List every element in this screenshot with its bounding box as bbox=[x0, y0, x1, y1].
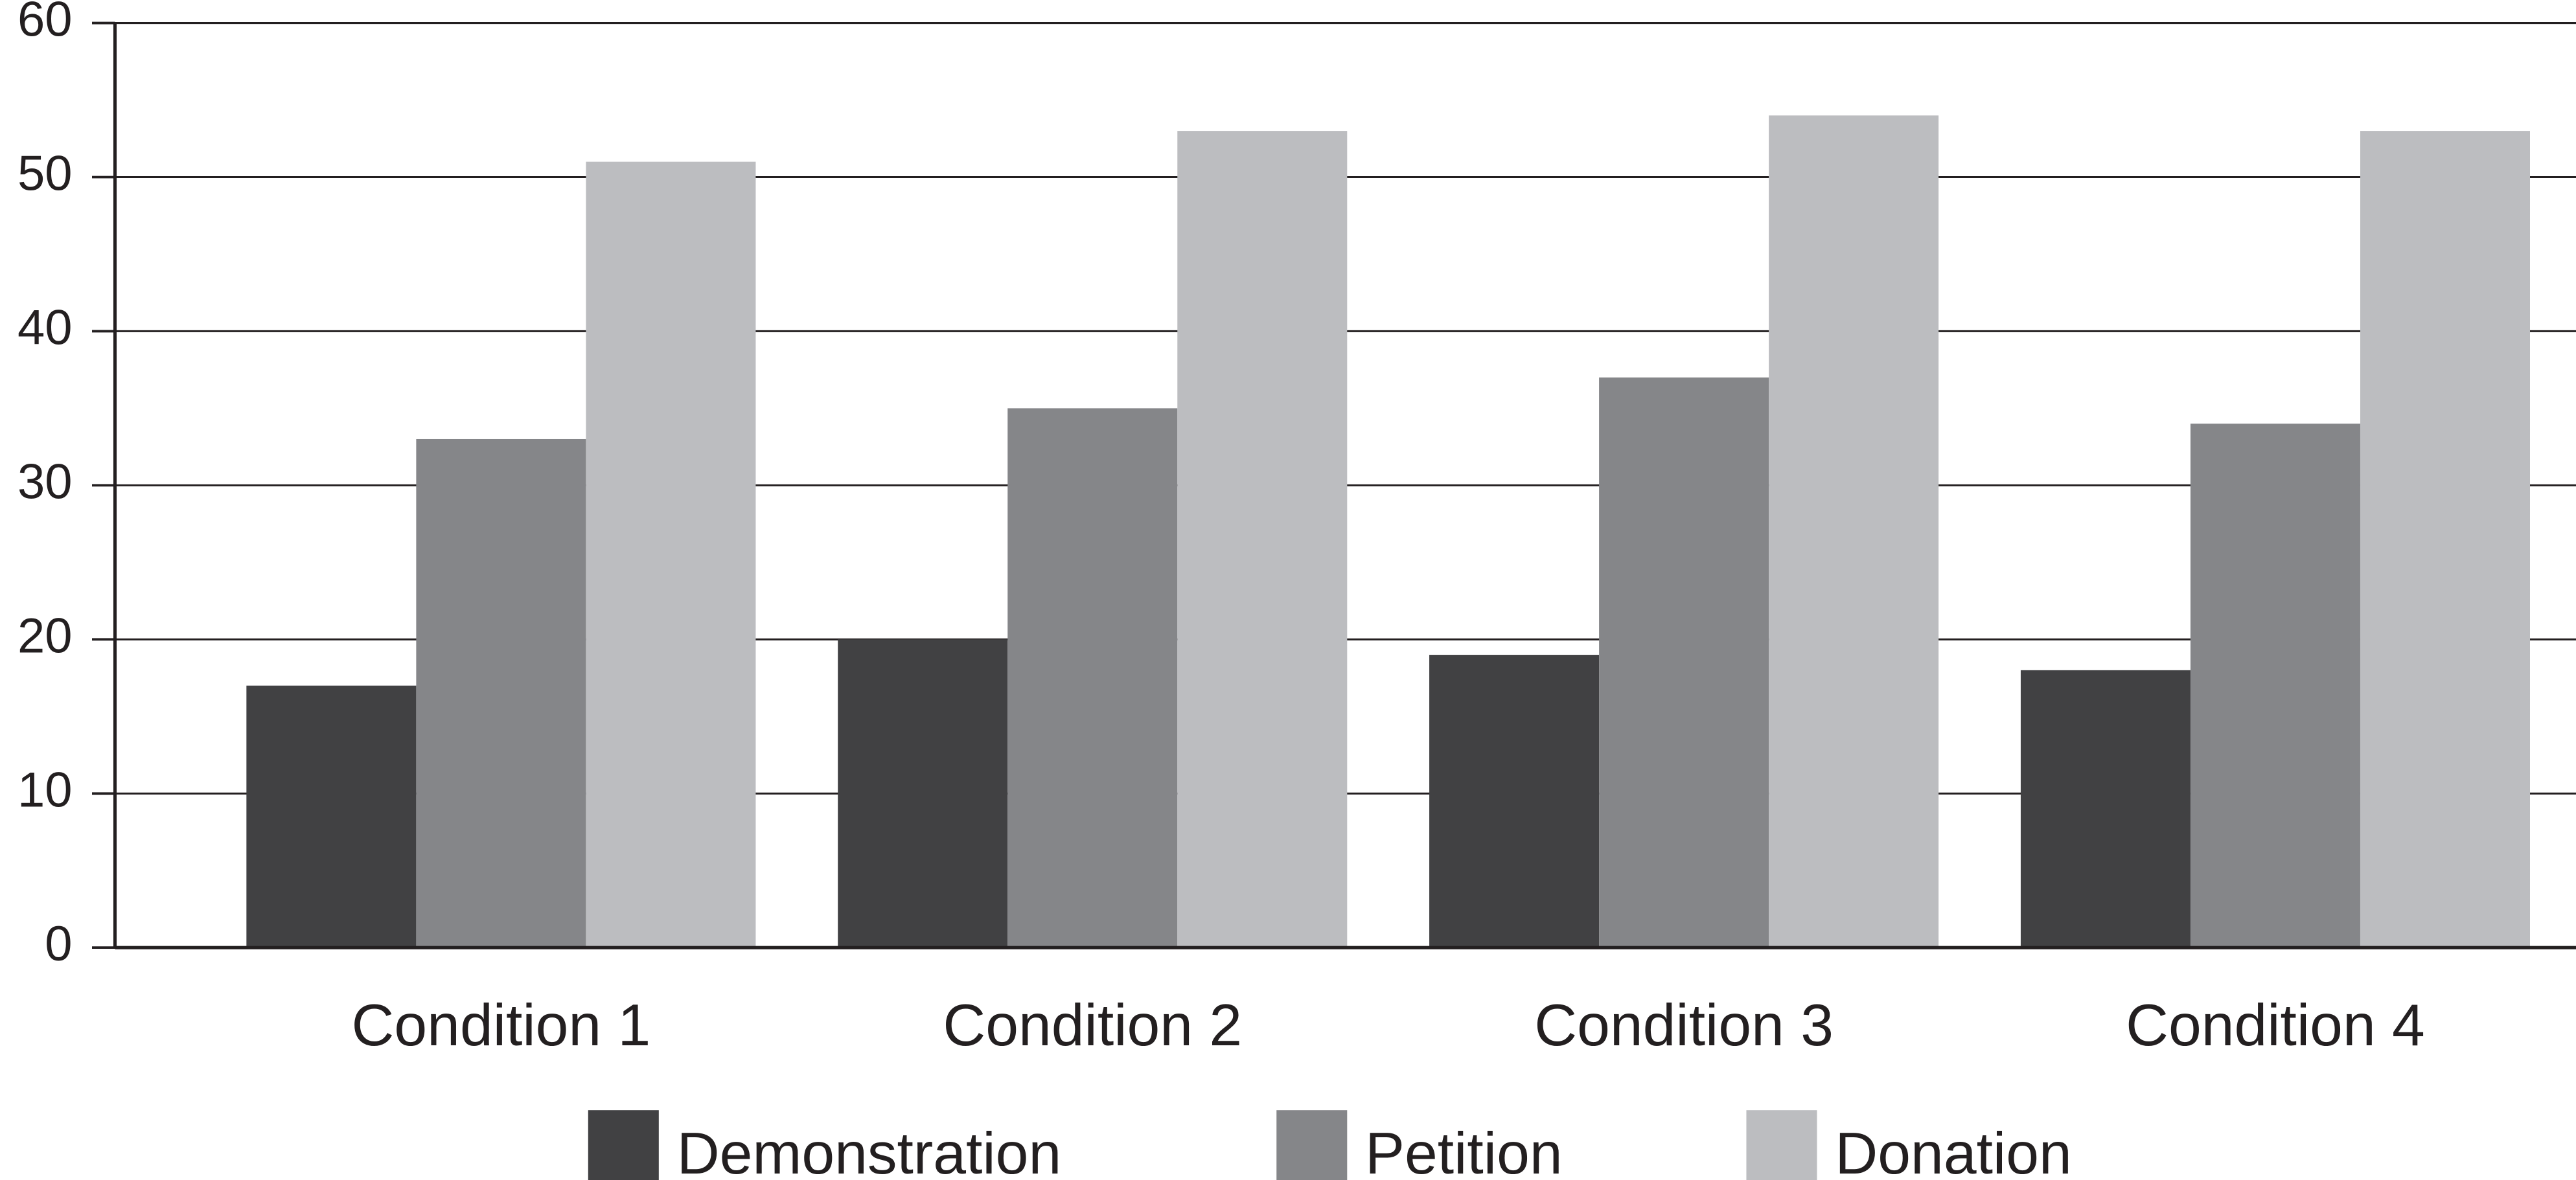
legend-swatch bbox=[588, 1110, 659, 1180]
bar bbox=[838, 639, 1008, 948]
x-tick-label: Condition 4 bbox=[2126, 992, 2425, 1058]
bar bbox=[2360, 131, 2530, 948]
y-tick-label: 30 bbox=[17, 454, 73, 509]
y-tick-label: 40 bbox=[17, 301, 73, 356]
bar bbox=[1429, 655, 1600, 948]
y-tick-label: 50 bbox=[17, 146, 73, 201]
bar bbox=[586, 161, 756, 948]
bar bbox=[2020, 670, 2191, 948]
legend-label: Petition bbox=[1365, 1120, 1562, 1180]
bar bbox=[246, 685, 417, 948]
legend-label: Donation bbox=[1835, 1120, 2071, 1180]
bar bbox=[2190, 424, 2360, 948]
x-tick-label: Condition 3 bbox=[1534, 992, 1834, 1058]
bar bbox=[1007, 408, 1178, 948]
bar bbox=[1177, 131, 1348, 948]
x-tick-label: Condition 2 bbox=[943, 992, 1242, 1058]
y-tick-label: 10 bbox=[17, 762, 73, 817]
bar bbox=[1599, 377, 1769, 948]
y-tick-label: 20 bbox=[17, 608, 73, 663]
bar bbox=[1769, 115, 1939, 948]
x-tick-label: Condition 1 bbox=[352, 992, 651, 1058]
y-tick-label: 0 bbox=[45, 916, 72, 971]
legend-label: Demonstration bbox=[677, 1120, 1062, 1180]
y-tick-label: 60 bbox=[17, 0, 73, 47]
legend-swatch bbox=[1276, 1110, 1348, 1180]
legend-swatch bbox=[1746, 1110, 1817, 1180]
bar bbox=[416, 438, 586, 948]
